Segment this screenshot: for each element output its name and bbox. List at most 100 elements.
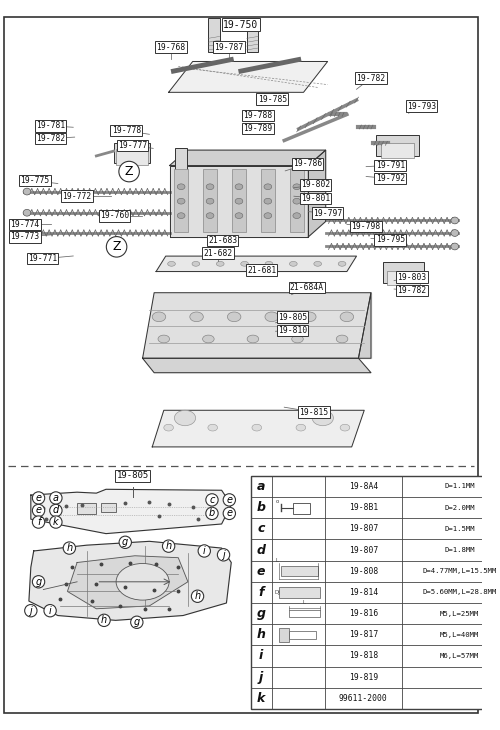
Ellipse shape [292, 335, 304, 343]
Ellipse shape [23, 210, 31, 216]
Bar [114, 143, 150, 163]
Text: 99611-2000: 99611-2000 [339, 694, 388, 703]
Bar [261, 169, 274, 232]
Polygon shape [168, 61, 328, 92]
Ellipse shape [340, 424, 350, 431]
Ellipse shape [293, 184, 300, 190]
Ellipse shape [235, 199, 243, 204]
Ellipse shape [178, 199, 185, 204]
Polygon shape [308, 150, 326, 237]
Ellipse shape [206, 212, 214, 218]
Text: 19-775: 19-775 [20, 176, 50, 185]
Text: 19-772: 19-772 [62, 192, 92, 201]
Text: e: e [36, 493, 42, 503]
Ellipse shape [216, 261, 224, 266]
Ellipse shape [235, 184, 243, 190]
Text: c: c [210, 495, 214, 505]
Text: 19-793: 19-793 [407, 101, 436, 111]
Polygon shape [358, 293, 371, 358]
Ellipse shape [451, 217, 458, 224]
Text: h: h [101, 615, 107, 626]
Ellipse shape [290, 261, 297, 266]
Text: 19-760: 19-760 [100, 212, 130, 220]
Bar [208, 18, 220, 52]
Text: 19-774: 19-774 [10, 220, 40, 228]
Text: 19-807: 19-807 [348, 524, 378, 534]
Text: 19-798: 19-798 [352, 222, 381, 231]
Text: e: e [226, 508, 232, 518]
Text: 21-681: 21-681 [247, 266, 276, 274]
Text: 19-797: 19-797 [313, 209, 342, 218]
Text: 19-750: 19-750 [224, 20, 258, 30]
Text: e: e [36, 505, 42, 515]
Text: j: j [30, 606, 32, 615]
Bar [380, 143, 414, 158]
Ellipse shape [116, 564, 169, 600]
Bar [289, 631, 316, 639]
Text: h: h [256, 629, 266, 641]
Text: j: j [222, 550, 225, 560]
Text: e: e [226, 495, 232, 505]
Text: 19-778: 19-778 [112, 126, 141, 135]
Bar [293, 503, 310, 515]
Text: 19-789: 19-789 [243, 124, 272, 133]
Ellipse shape [240, 261, 248, 266]
Text: 19-810: 19-810 [278, 326, 307, 335]
Text: 19-782: 19-782 [398, 286, 426, 295]
Bar [289, 610, 320, 618]
Text: i: i [259, 650, 263, 663]
Text: f: f [37, 517, 40, 527]
Bar [176, 148, 187, 175]
Text: k: k [53, 517, 59, 527]
Ellipse shape [164, 424, 173, 431]
Ellipse shape [314, 261, 322, 266]
Text: 19-815: 19-815 [300, 407, 328, 417]
Text: 19-8B1: 19-8B1 [348, 503, 378, 512]
Text: h: h [194, 591, 200, 602]
Bar [290, 169, 304, 232]
Text: 19-782: 19-782 [356, 74, 386, 82]
Text: 19-777: 19-777 [118, 141, 147, 150]
Text: 21-684A: 21-684A [290, 283, 324, 292]
Ellipse shape [340, 312, 353, 322]
Bar [280, 587, 320, 598]
Ellipse shape [178, 184, 185, 190]
Text: 19-802: 19-802 [301, 180, 330, 189]
Text: 19-819: 19-819 [348, 672, 378, 682]
Text: 19-768: 19-768 [156, 42, 186, 52]
Text: b: b [209, 508, 215, 518]
Text: 19-785: 19-785 [258, 95, 287, 104]
Ellipse shape [336, 335, 348, 343]
Ellipse shape [23, 188, 31, 195]
Ellipse shape [293, 199, 300, 204]
Text: D=4.77MM,L=15.5MM: D=4.77MM,L=15.5MM [422, 568, 497, 575]
Bar [246, 18, 258, 52]
Ellipse shape [265, 312, 278, 322]
Text: d: d [256, 544, 266, 556]
Ellipse shape [296, 424, 306, 431]
Bar [280, 628, 289, 642]
Text: 19-795: 19-795 [376, 235, 405, 245]
Polygon shape [68, 556, 188, 609]
Text: L: L [275, 558, 278, 564]
Text: g: g [134, 618, 140, 627]
Bar [282, 566, 318, 576]
Text: 19-801: 19-801 [301, 193, 330, 203]
Polygon shape [29, 542, 232, 620]
Polygon shape [156, 256, 356, 272]
Bar [116, 149, 148, 164]
Text: Z: Z [125, 165, 134, 178]
Text: i: i [48, 606, 51, 615]
Text: d: d [53, 505, 59, 515]
Text: 19-788: 19-788 [243, 111, 272, 120]
Text: 19-805: 19-805 [117, 472, 149, 480]
Ellipse shape [178, 212, 185, 218]
Text: 19-771: 19-771 [28, 254, 57, 264]
Ellipse shape [206, 199, 214, 204]
Polygon shape [142, 293, 371, 358]
Text: h: h [166, 541, 172, 551]
Text: 19-8A4: 19-8A4 [348, 482, 378, 491]
Text: e: e [257, 565, 266, 577]
Text: i: i [203, 546, 205, 556]
Polygon shape [152, 410, 364, 447]
